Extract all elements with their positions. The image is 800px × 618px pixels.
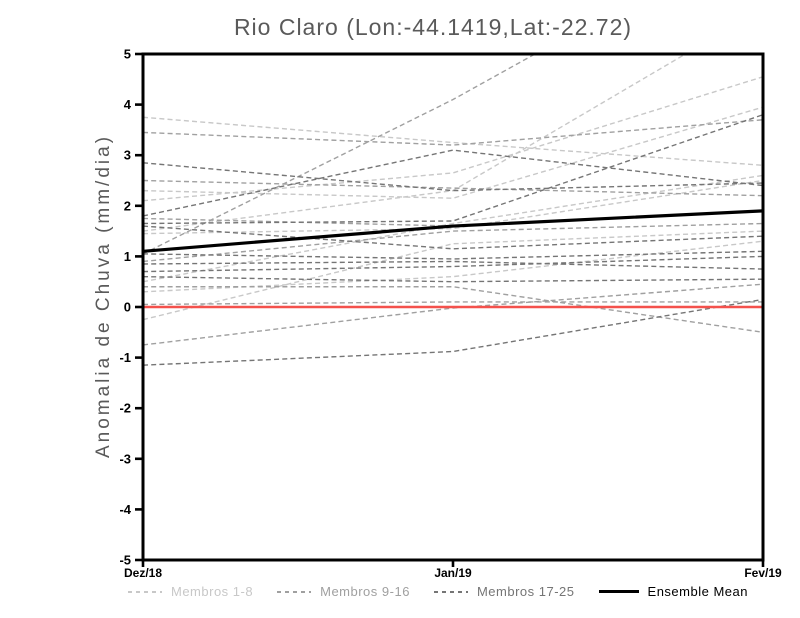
dashed-line-swatch (433, 590, 468, 593)
member-line-group-3 (143, 114, 763, 225)
legend-item-membros-9-16: Membros 9-16 (277, 584, 410, 599)
legend-item-ensemble-mean: Ensemble Mean (598, 584, 748, 599)
legend: Membros 1-8 Membros 9-16 Membros 17-25 E… (128, 584, 748, 599)
member-line-group-2 (143, 179, 763, 197)
legend-item-membros-1-8: Membros 1-8 (128, 584, 253, 599)
legend-item-membros-17-25: Membros 17-25 (433, 584, 575, 599)
member-line-group-2 (143, 54, 537, 255)
y-tick-label: -2 (119, 401, 131, 416)
member-line-group-3 (143, 162, 763, 192)
member-line-group-3 (143, 149, 763, 217)
member-line-group-2 (143, 286, 763, 333)
member-line-group-3 (143, 255, 763, 273)
y-tick-label: -3 (119, 451, 131, 466)
member-line-group-1 (143, 106, 763, 199)
member-line-group-1 (143, 76, 763, 202)
member-line-group-1 (143, 54, 687, 232)
member-line-group-1 (143, 230, 763, 321)
member-line-group-1 (143, 174, 763, 283)
member-line-group-2 (143, 301, 763, 306)
member-line-group-2 (143, 283, 763, 346)
legend-label: Membros 9-16 (320, 584, 410, 599)
dashed-line-swatch (128, 590, 162, 593)
member-line-group-3 (143, 260, 763, 270)
chart-title: Rio Claro (Lon:-44.1419,Lat:-22.72) (233, 14, 633, 40)
member-line-group-3 (143, 298, 763, 366)
member-line-group-2 (143, 119, 763, 146)
y-tick-label: 2 (124, 198, 131, 213)
y-tick-label: 5 (124, 47, 131, 62)
legend-label: Membros 17-25 (476, 584, 575, 599)
member-line-group-3 (143, 275, 763, 283)
ensemble-mean-line (143, 209, 763, 253)
y-tick-label: -1 (119, 350, 131, 365)
solid-line-swatch (598, 590, 639, 593)
x-tick-label: Fev/19 (744, 566, 782, 580)
member-line-group-1 (143, 116, 763, 167)
y-tick-label: 1 (124, 249, 131, 264)
member-line-group-1 (143, 240, 763, 293)
dashed-line-swatch (277, 590, 312, 593)
x-tick-label: Jan/19 (434, 566, 472, 580)
member-line-group-3 (143, 250, 763, 260)
member-line-group-1 (143, 179, 763, 235)
x-tick-label: Dez/18 (124, 566, 162, 580)
y-tick-label: 3 (124, 148, 131, 163)
y-tick-label: 0 (124, 300, 131, 315)
member-line-group-3 (143, 225, 763, 250)
legend-label: Ensemble Mean (647, 584, 748, 599)
legend-label: Membros 1-8 (171, 584, 254, 599)
y-tick-label: 4 (124, 97, 132, 112)
member-line-group-2 (143, 222, 763, 263)
y-tick-label: -5 (119, 553, 131, 568)
y-tick-label: -4 (119, 502, 131, 517)
